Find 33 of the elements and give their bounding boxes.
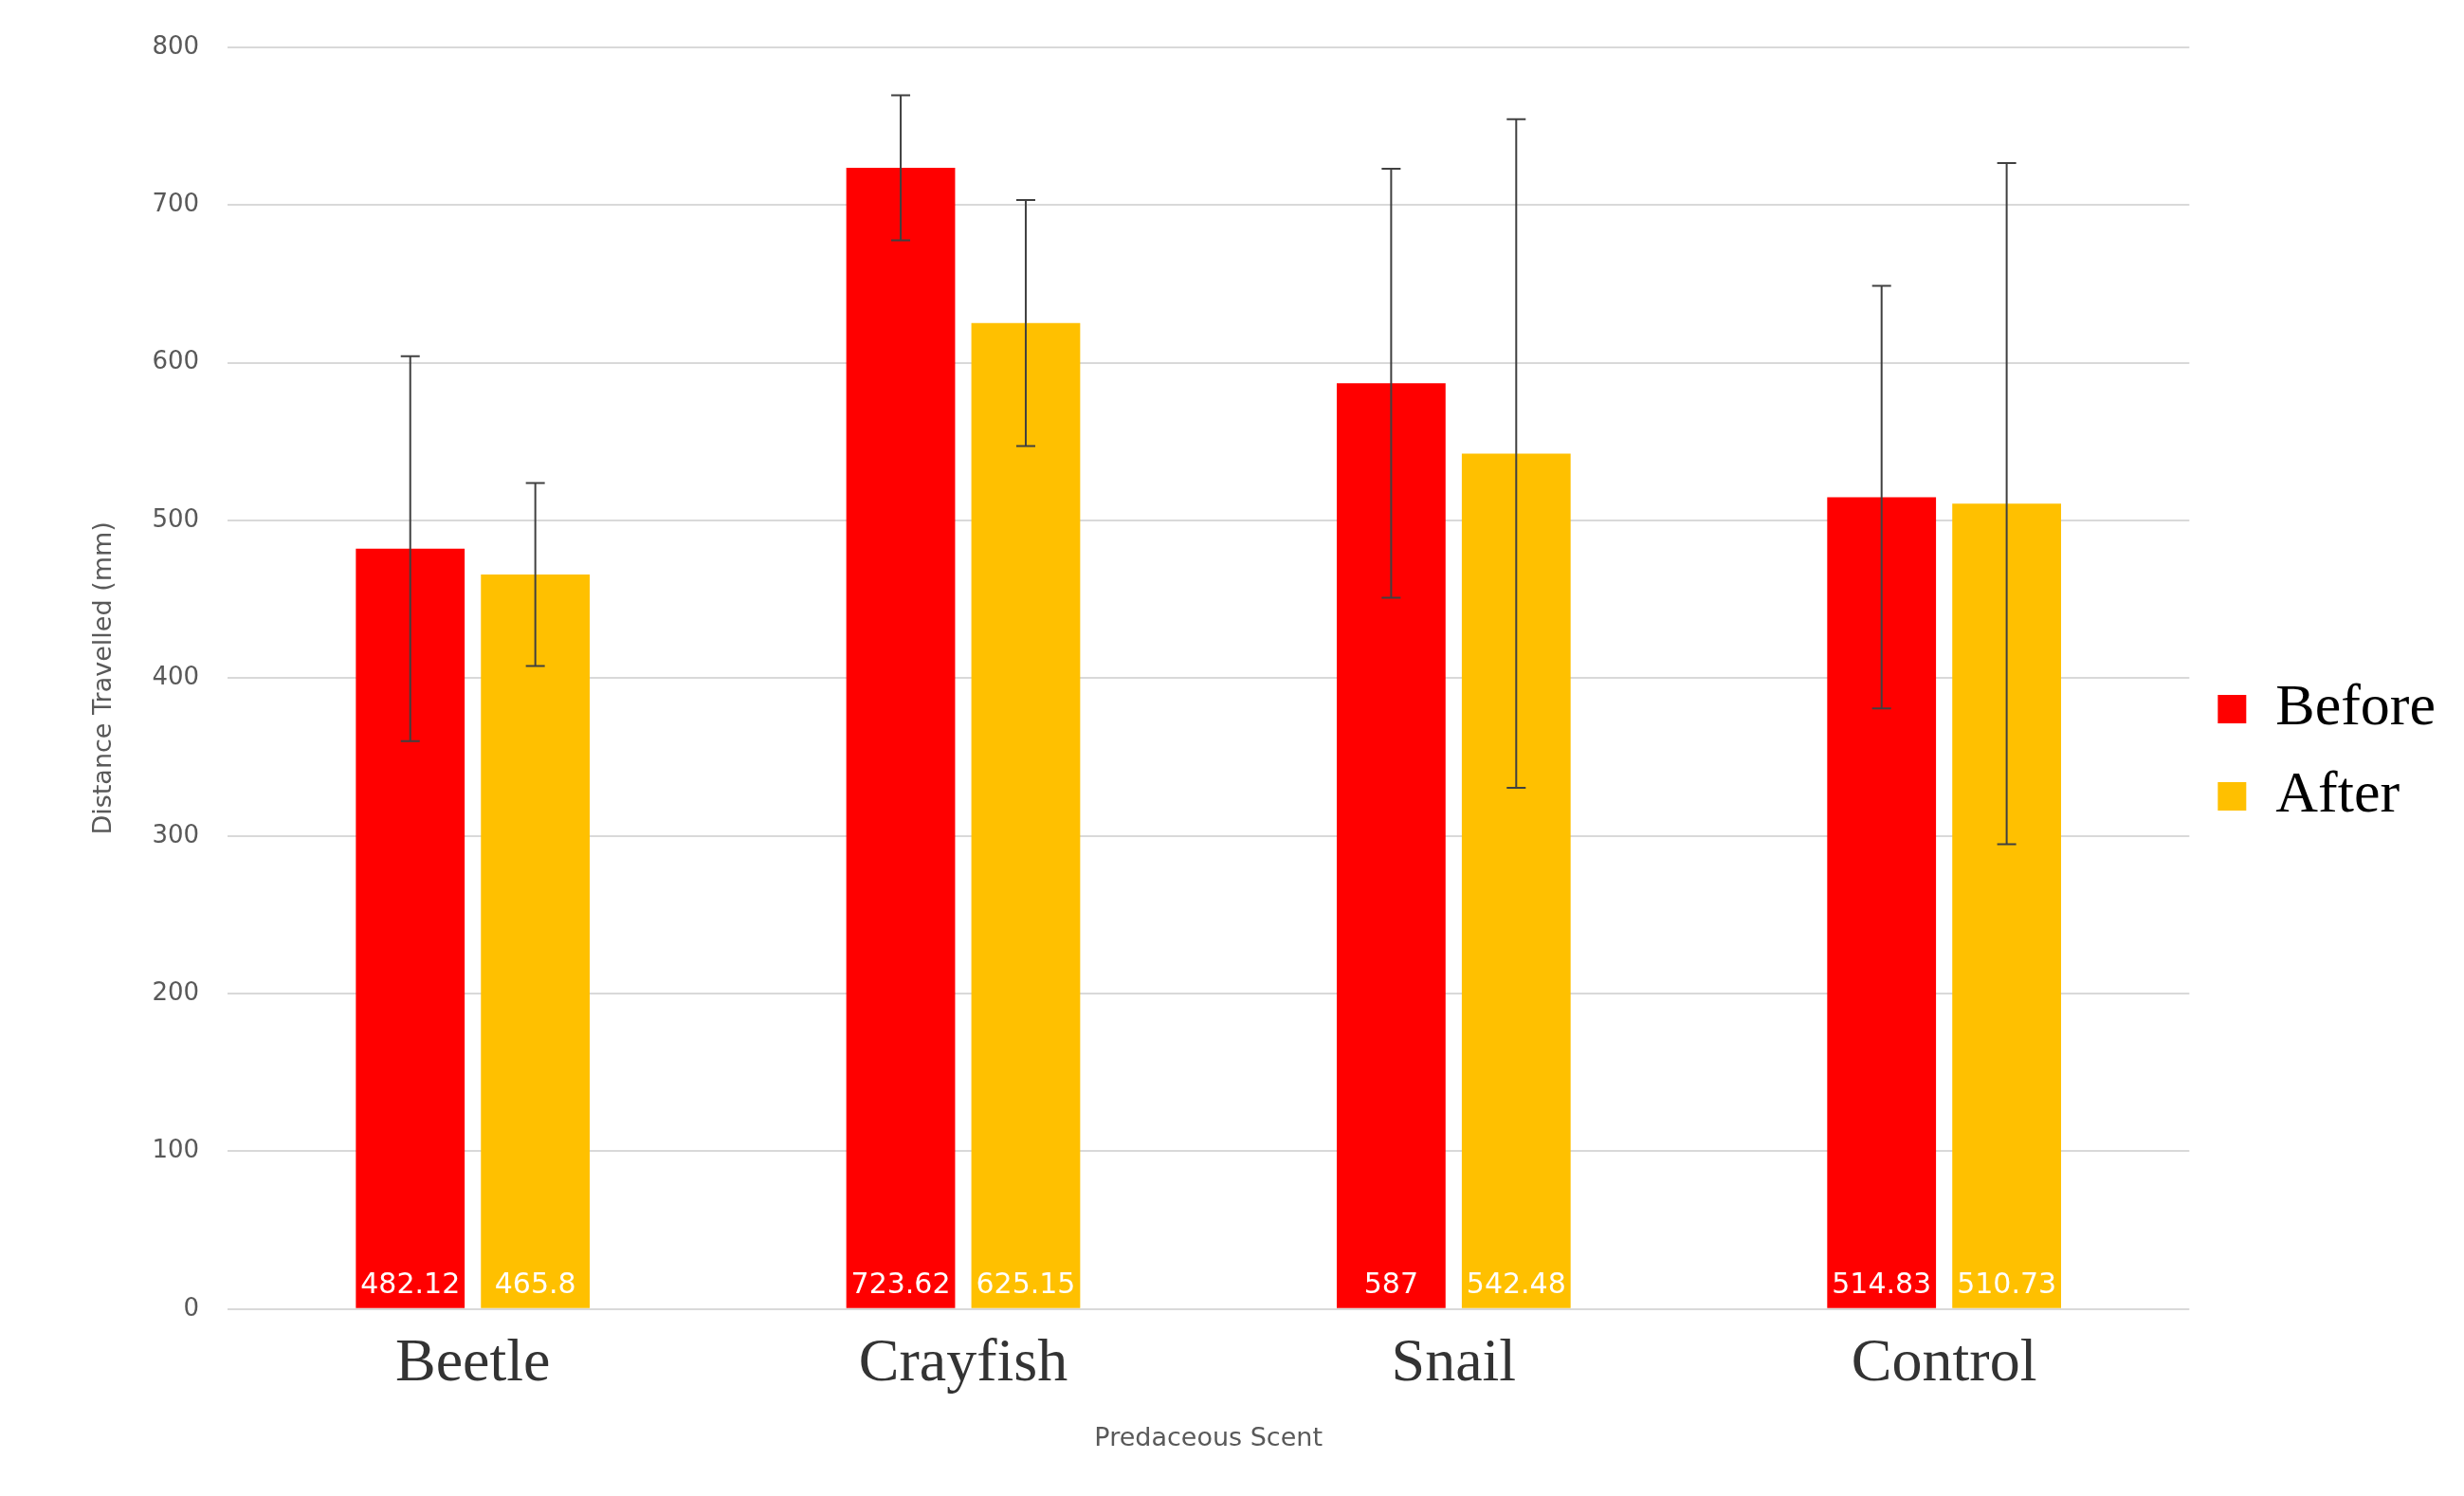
y-tick-label: 400 <box>152 662 200 691</box>
y-tick-label: 800 <box>152 30 200 60</box>
data-label: 542.48 <box>1466 1266 1566 1300</box>
y-tick-label: 500 <box>152 503 200 533</box>
bar <box>481 574 591 1308</box>
data-label: 723.62 <box>850 1266 951 1300</box>
data-label: 465.8 <box>494 1266 576 1300</box>
legend-label: After <box>2275 759 2400 825</box>
x-axis-title: Predaceous Scent <box>1094 1421 1323 1451</box>
bar <box>1461 453 1571 1308</box>
x-tick-label: Beetle <box>394 1326 551 1395</box>
y-tick-label: 700 <box>152 189 200 218</box>
data-label: 514.83 <box>1832 1266 1932 1300</box>
data-label: 587 <box>1363 1266 1419 1300</box>
y-tick-label: 0 <box>183 1292 200 1322</box>
bar <box>971 322 1081 1308</box>
bar <box>1336 383 1446 1308</box>
bar <box>1952 503 2061 1308</box>
y-tick-label: 600 <box>152 346 200 375</box>
x-tick-label: Control <box>1851 1326 2037 1395</box>
bar <box>846 168 956 1308</box>
bar <box>1827 497 1937 1308</box>
y-tick-label: 300 <box>152 819 200 848</box>
data-label: 482.12 <box>360 1266 461 1300</box>
y-tick-label: 100 <box>152 1135 200 1164</box>
bar <box>356 548 465 1308</box>
x-tick-label: Crayfish <box>858 1326 1068 1395</box>
y-tick-label: 200 <box>152 976 200 1006</box>
x-tick-label: Snail <box>1391 1326 1517 1395</box>
data-label: 510.73 <box>1957 1266 2057 1300</box>
legend-label: Before <box>2275 672 2436 738</box>
y-axis-title: Distance Travelled (mm) <box>87 521 118 835</box>
data-label: 625.15 <box>976 1266 1076 1300</box>
